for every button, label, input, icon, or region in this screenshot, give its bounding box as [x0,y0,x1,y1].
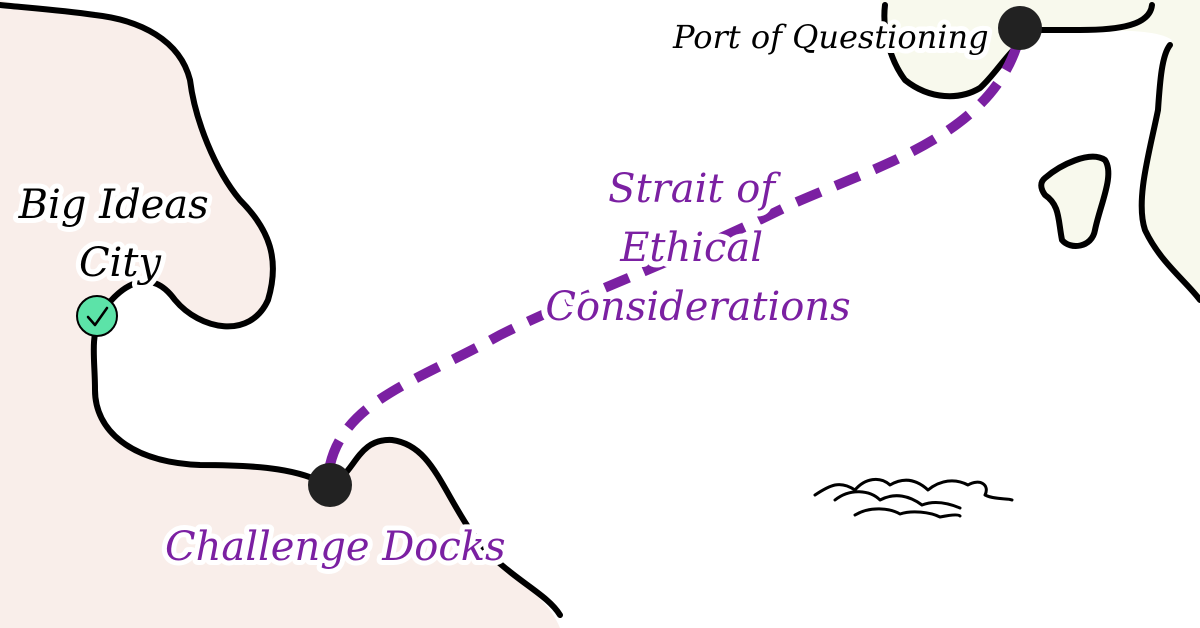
wave-icon [813,477,1014,519]
west-landmass [0,0,560,628]
big-ideas-city-line2: City [79,240,162,286]
big-ideas-city-badge[interactable] [76,295,118,337]
strait-label-line1: Strait of [608,166,781,212]
port-of-questioning-marker[interactable] [998,6,1042,50]
east-landmass [880,0,1200,295]
strait-label-line3: Considerations [545,284,850,330]
east-coastline [881,2,1155,100]
big-ideas-city-line1: Big Ideas [18,182,209,228]
big-ideas-city-label: Big Ideas City [18,182,222,286]
strait-label-line2: Ethical [619,225,763,271]
check-icon-bg [76,295,118,337]
challenge-docks-marker[interactable] [308,463,352,507]
port-of-questioning-label: Port of Questioning [672,18,989,56]
route-line [325,40,1023,467]
check-icon [86,306,109,327]
small-island [1038,153,1112,249]
strait-label: Strait of Ethical Considerations [545,166,850,330]
east-coastline-outer [1138,42,1200,303]
challenge-docks-label: Challenge Docks [165,524,506,570]
